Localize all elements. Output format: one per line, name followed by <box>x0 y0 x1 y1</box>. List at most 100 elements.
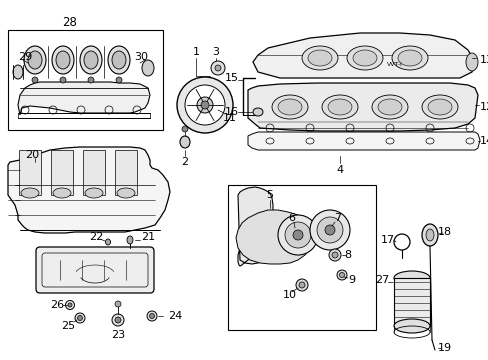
Ellipse shape <box>108 46 130 74</box>
Text: 13: 13 <box>479 55 488 65</box>
Ellipse shape <box>180 136 190 148</box>
Ellipse shape <box>53 188 71 198</box>
Text: 6: 6 <box>288 213 295 223</box>
Ellipse shape <box>177 77 232 133</box>
Text: 27: 27 <box>374 275 388 285</box>
Ellipse shape <box>117 188 135 198</box>
Ellipse shape <box>377 99 401 115</box>
Bar <box>19 150 41 195</box>
Ellipse shape <box>24 46 46 74</box>
Text: 23: 23 <box>111 330 125 340</box>
Ellipse shape <box>84 51 98 69</box>
Text: 17: 17 <box>380 235 394 245</box>
Ellipse shape <box>391 46 427 70</box>
Ellipse shape <box>328 249 340 261</box>
Text: 19: 19 <box>437 343 451 353</box>
Text: 16: 16 <box>224 107 239 117</box>
Text: 1: 1 <box>192 47 199 57</box>
Polygon shape <box>8 147 170 233</box>
Text: 14: 14 <box>479 136 488 146</box>
Text: 9: 9 <box>348 275 355 285</box>
Ellipse shape <box>316 217 342 243</box>
Ellipse shape <box>427 99 451 115</box>
Text: 29: 29 <box>18 52 32 62</box>
Text: 21: 21 <box>141 232 155 242</box>
Ellipse shape <box>339 273 344 278</box>
Ellipse shape <box>65 301 74 310</box>
Ellipse shape <box>309 210 349 250</box>
Ellipse shape <box>56 51 70 69</box>
Ellipse shape <box>325 225 334 235</box>
Polygon shape <box>18 82 150 115</box>
Ellipse shape <box>371 95 407 119</box>
Ellipse shape <box>298 282 305 288</box>
Text: 12: 12 <box>479 102 488 112</box>
Text: 4: 4 <box>336 165 343 175</box>
Ellipse shape <box>421 95 457 119</box>
Ellipse shape <box>285 222 310 248</box>
Ellipse shape <box>271 95 307 119</box>
Polygon shape <box>252 33 474 78</box>
Ellipse shape <box>75 313 85 323</box>
Ellipse shape <box>465 53 477 71</box>
Text: 8: 8 <box>344 250 351 260</box>
Text: VVT-i: VVT-i <box>386 63 402 68</box>
Text: 26: 26 <box>50 300 64 310</box>
Ellipse shape <box>32 77 38 83</box>
Text: 11: 11 <box>223 113 237 123</box>
Ellipse shape <box>331 252 337 258</box>
Ellipse shape <box>278 215 317 255</box>
Ellipse shape <box>147 311 157 321</box>
Polygon shape <box>238 187 272 266</box>
Bar <box>83 150 105 195</box>
Ellipse shape <box>336 270 346 280</box>
Ellipse shape <box>302 46 337 70</box>
Text: 25: 25 <box>61 321 75 331</box>
Bar <box>8 30 163 130</box>
Ellipse shape <box>425 229 433 241</box>
Polygon shape <box>236 210 311 264</box>
Ellipse shape <box>352 50 376 66</box>
Ellipse shape <box>21 188 39 198</box>
Ellipse shape <box>60 77 66 83</box>
Ellipse shape <box>292 230 303 240</box>
Ellipse shape <box>88 77 94 83</box>
Ellipse shape <box>278 99 302 115</box>
Ellipse shape <box>80 46 102 74</box>
Ellipse shape <box>68 303 72 307</box>
Text: 20: 20 <box>25 150 39 160</box>
Ellipse shape <box>182 126 187 132</box>
Ellipse shape <box>127 236 133 244</box>
Ellipse shape <box>115 301 121 307</box>
Ellipse shape <box>112 51 126 69</box>
Ellipse shape <box>421 224 437 246</box>
Ellipse shape <box>397 50 421 66</box>
Ellipse shape <box>307 50 331 66</box>
Polygon shape <box>247 132 479 150</box>
Text: 2: 2 <box>181 157 188 167</box>
Ellipse shape <box>252 108 263 116</box>
Ellipse shape <box>321 95 357 119</box>
Ellipse shape <box>393 271 429 285</box>
Text: 30: 30 <box>134 52 148 62</box>
Text: 5: 5 <box>266 190 273 200</box>
Text: 22: 22 <box>89 232 103 242</box>
Ellipse shape <box>393 319 429 333</box>
Text: 3: 3 <box>212 47 219 57</box>
Ellipse shape <box>77 315 82 320</box>
Text: 28: 28 <box>62 15 77 28</box>
Text: 7: 7 <box>334 213 341 223</box>
Bar <box>393 278 429 326</box>
Ellipse shape <box>85 188 103 198</box>
FancyBboxPatch shape <box>36 247 154 293</box>
Text: 10: 10 <box>283 290 296 300</box>
Polygon shape <box>247 83 477 131</box>
Ellipse shape <box>13 65 23 79</box>
Bar <box>51 150 73 195</box>
Ellipse shape <box>52 46 74 74</box>
Text: 18: 18 <box>437 227 451 237</box>
Ellipse shape <box>184 85 224 125</box>
Ellipse shape <box>346 46 382 70</box>
Text: 15: 15 <box>224 73 239 83</box>
Ellipse shape <box>149 314 154 319</box>
